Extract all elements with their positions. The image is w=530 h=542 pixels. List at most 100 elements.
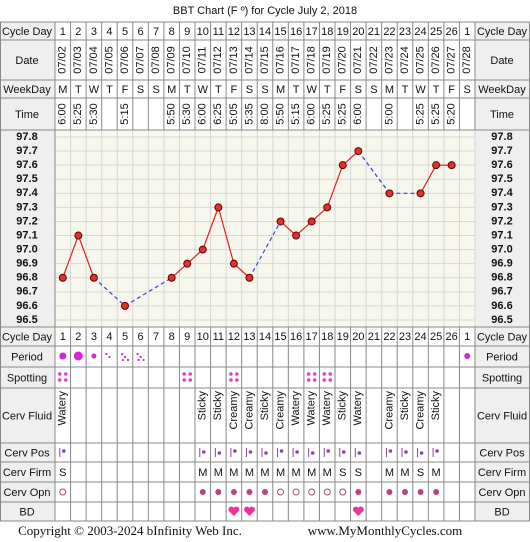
time: 5:20 (446, 103, 458, 124)
cerv-opn-icon (386, 489, 393, 495)
y-tick-label: 97.3 (16, 201, 37, 213)
cycle-day: 5 (122, 26, 128, 38)
temp-point (323, 203, 332, 212)
spotting-icon (63, 372, 68, 376)
cerv-opn-icon (417, 489, 424, 495)
period-icon (121, 358, 125, 362)
temp-line (62, 235, 79, 278)
cerv-fluid: Creamy (228, 391, 240, 430)
temp-line (420, 164, 437, 194)
time: 5:30 (181, 103, 193, 124)
time: 8:00 (259, 103, 271, 124)
temp-point (183, 259, 192, 268)
spotting-icon (57, 378, 62, 382)
weekday: M (58, 84, 67, 96)
temp-point (447, 161, 456, 170)
period-icon (73, 351, 83, 361)
date: 07/19 (321, 46, 333, 74)
y-tick-label: 96.5 (491, 314, 512, 326)
temp-line (77, 235, 95, 278)
date: 07/12 (212, 46, 224, 74)
date: 07/18 (306, 46, 318, 74)
date: 07/15 (259, 46, 271, 74)
cerv-firm: M (400, 467, 409, 479)
time: 5:05 (228, 103, 240, 124)
y-tick-label: 97.7 (16, 145, 37, 157)
spotting-icon (229, 378, 233, 382)
row-label: Cerv Opn (3, 487, 50, 499)
row-label: Cycle Day (2, 331, 53, 343)
cycle-day: 6 (137, 26, 143, 38)
temp-point (292, 231, 301, 240)
cerv-pos-icon (201, 450, 206, 454)
y-tick-label: 96.5 (16, 314, 37, 326)
cerv-fluid: Sticky (399, 391, 411, 421)
weekday: T (293, 84, 300, 96)
row-label: Spotting (482, 372, 522, 384)
cycle-day: 1 (60, 331, 66, 343)
label-column (475, 22, 530, 521)
temp-point (198, 245, 207, 254)
spotting-icon (322, 378, 327, 382)
cerv-pos-icon (233, 449, 237, 453)
y-tick-label: 97.0 (16, 244, 37, 256)
chart-title: BBT Chart (F º) for Cycle July 2, 2018 (173, 5, 357, 17)
y-tick-label: 96.7 (16, 286, 37, 298)
row-label: Cerv Fluid (477, 410, 527, 422)
row-label: Time (490, 109, 514, 121)
period-icon (120, 352, 124, 356)
cycle-day: 15 (274, 331, 286, 343)
time: 6:25 (212, 103, 224, 124)
temp-gap-line (357, 150, 390, 194)
row-label: Cycle Day (477, 331, 528, 343)
temp-point (276, 217, 285, 226)
cerv-opn-icon (277, 488, 285, 496)
cerv-fluid: Watery (321, 391, 333, 426)
temp-point (74, 231, 83, 240)
y-tick-label: 96.9 (491, 258, 512, 270)
cerv-firm: S (59, 467, 66, 479)
y-tick-label: 97.8 (491, 131, 512, 143)
cycle-day: 3 (91, 26, 97, 38)
cerv-pos-icon (435, 449, 439, 453)
spotting-icon (63, 378, 68, 382)
y-tick-label: 97.3 (491, 201, 512, 213)
date: 07/17 (290, 46, 302, 74)
cycle-day: 25 (430, 331, 442, 343)
row-label: Cerv Fluid (2, 410, 52, 422)
cycle-day: 8 (169, 26, 175, 38)
time: 5:00 (383, 103, 395, 124)
cycle-day: 2 (75, 26, 81, 38)
cerv-fluid: Watery (57, 391, 69, 426)
y-tick-label: 97.4 (16, 187, 38, 199)
spotting-icon (328, 372, 333, 376)
weekday: T (106, 84, 113, 96)
weekday: T (324, 84, 331, 96)
cerv-pos-icon (279, 449, 284, 453)
row-label: Date (15, 55, 38, 67)
cerv-opn-icon (323, 488, 331, 496)
row-label: Cerv Pos (4, 447, 50, 459)
temp-point (121, 301, 129, 310)
time: 6:00 (306, 103, 318, 124)
cycle-day: 9 (184, 26, 190, 38)
cerv-opn-icon (308, 488, 316, 496)
cerv-fluid: Sticky (212, 391, 224, 421)
cerv-opn-icon (339, 488, 347, 496)
cycle-day: 11 (213, 331, 224, 343)
cerv-pos-icon (264, 451, 268, 455)
site[interactable]: www.MyMonthlyCycles.com (308, 523, 462, 538)
cerv-firm: M (385, 467, 394, 479)
date: 07/14 (243, 46, 255, 74)
cycle-day: 8 (169, 331, 175, 343)
row-label: WeekDay (3, 84, 51, 96)
weekday: W (89, 84, 100, 96)
date: 07/26 (430, 46, 442, 74)
period-icon (108, 355, 111, 359)
row-label: BD (19, 506, 34, 518)
weekday: M (385, 84, 394, 96)
time: 5:25 (337, 103, 349, 124)
cycle-day: 22 (383, 331, 395, 343)
row-label: Cerv Firm (3, 467, 51, 479)
cycle-day: 10 (197, 331, 209, 343)
